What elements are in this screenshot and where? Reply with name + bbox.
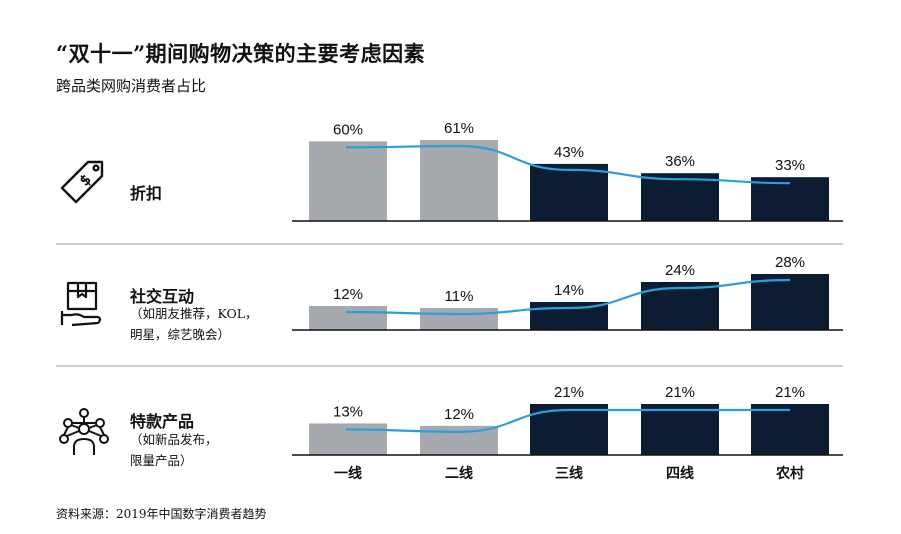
bar	[420, 308, 498, 330]
data-label: 12%	[444, 406, 474, 423]
category-label: 二线	[445, 465, 473, 482]
bar	[309, 306, 387, 330]
data-label: 21%	[665, 384, 695, 401]
category-label: 三线	[555, 465, 583, 482]
bar	[751, 274, 829, 330]
data-label: 36%	[665, 153, 695, 170]
bar	[420, 140, 498, 221]
row-label-special: 特款产品	[130, 412, 195, 431]
data-label: 28%	[775, 254, 805, 271]
box-hand-icon	[60, 281, 102, 327]
trend-line	[345, 278, 791, 316]
row-sub-special-1: （如新品发布，	[130, 432, 218, 447]
data-label: 60%	[333, 121, 363, 138]
category-label: 农村	[775, 465, 804, 482]
row-sub-social-1: （如朋友推荐，KOL，	[130, 306, 258, 321]
bar	[751, 177, 829, 221]
data-label: 21%	[554, 384, 584, 401]
bar	[530, 163, 608, 221]
data-label: 13%	[333, 403, 363, 420]
trend-line	[345, 144, 791, 185]
data-label: 43%	[554, 144, 584, 161]
trend-line	[345, 408, 790, 433]
data-label: 14%	[554, 282, 584, 299]
category-label: 一线	[334, 465, 362, 482]
data-label: 12%	[333, 286, 363, 303]
data-label: 61%	[444, 120, 474, 137]
data-label: 24%	[665, 262, 695, 279]
network-person-icon	[59, 408, 109, 455]
source-note: 资料来源：2019年中国数字消费者趋势	[56, 507, 267, 521]
bar	[641, 404, 719, 455]
row-label-discount: 折扣	[130, 184, 163, 203]
row-sub-special-2: 限量产品）	[130, 453, 193, 468]
bar	[751, 404, 829, 455]
price-tag-icon: $	[60, 160, 104, 204]
data-label: 11%	[445, 288, 474, 305]
row-label-social: 社交互动	[130, 287, 195, 306]
chart-title: “双十一”期间购物决策的主要考虑因素	[56, 41, 426, 66]
data-label: 33%	[775, 157, 805, 174]
data-label: 21%	[775, 384, 805, 401]
row-sub-social-2: 明星，综艺晚会）	[130, 327, 231, 342]
category-label: 四线	[666, 465, 694, 482]
bar	[309, 423, 387, 455]
bar	[641, 173, 719, 221]
bar	[309, 141, 387, 221]
chart-subtitle: 跨品类网购消费者占比	[56, 77, 207, 95]
